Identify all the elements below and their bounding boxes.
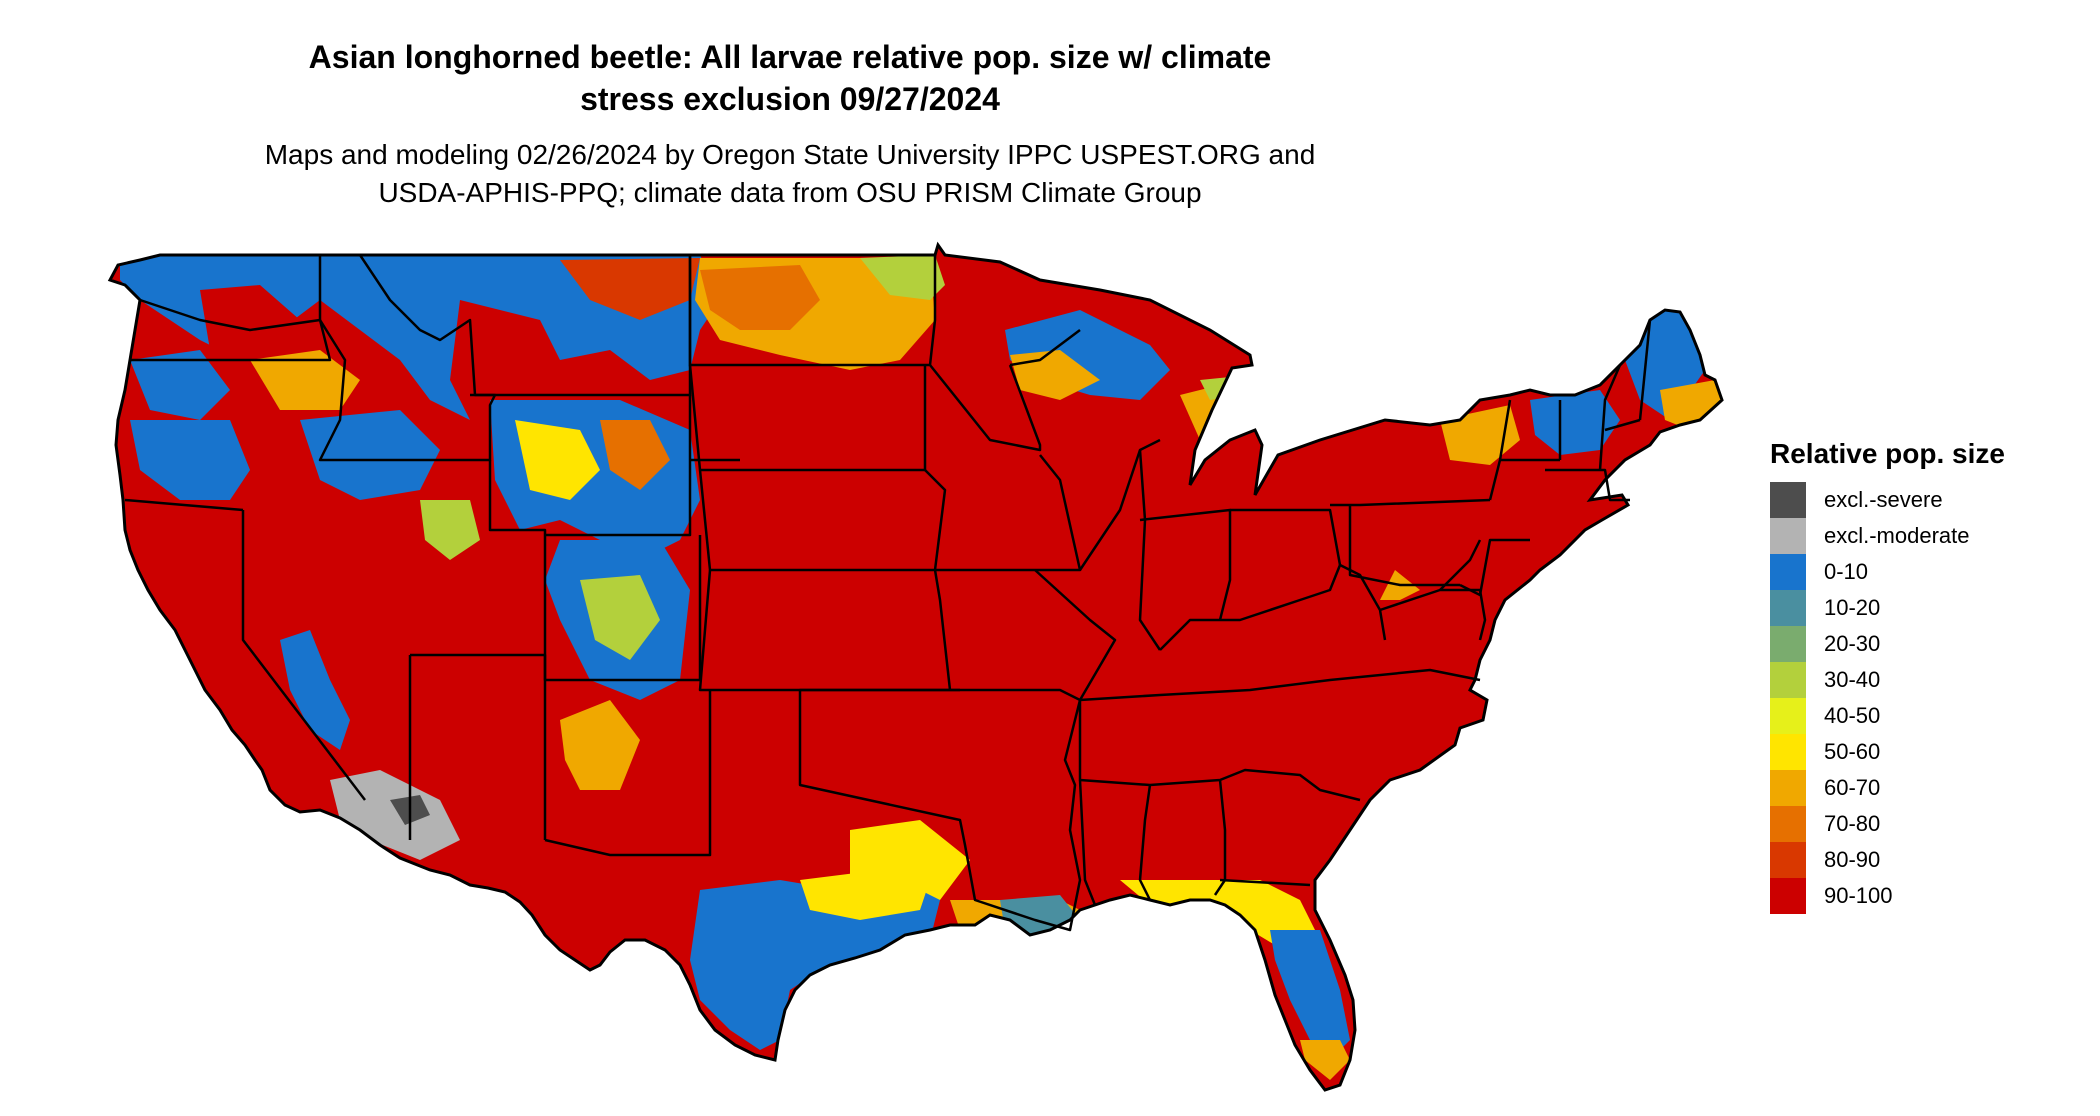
legend-swatch	[1770, 518, 1806, 554]
legend-item-40-50: 40-50	[1770, 698, 2070, 734]
legend-label: excl.-moderate	[1824, 523, 1970, 548]
legend-swatch	[1770, 662, 1806, 698]
legend-title: Relative pop. size	[1770, 438, 2005, 469]
map-subtitle: Maps and modeling 02/26/2024 by Oregon S…	[230, 136, 1350, 212]
map-title-line-2: stress exclusion 09/27/2024	[580, 81, 1000, 117]
legend-swatch	[1770, 878, 1806, 914]
legend-swatch	[1770, 698, 1806, 734]
legend-swatch	[1770, 590, 1806, 626]
legend-label: 30-40	[1824, 667, 1881, 692]
legend-swatch	[1770, 842, 1806, 878]
legend-item-30-40: 30-40	[1770, 662, 2070, 698]
state-boundaries	[124, 253, 1652, 932]
legend-item-10-20: 10-20	[1770, 590, 2070, 626]
legend-item-excl-moderate: excl.-moderate	[1770, 518, 2070, 554]
legend-label: 40-50	[1824, 703, 1881, 728]
map-title-line-1: Asian longhorned beetle: All larvae rela…	[308, 39, 1272, 75]
legend-item-50-60: 50-60	[1770, 734, 2070, 770]
legend-item-80-90: 80-90	[1770, 842, 2070, 878]
map-subtitle-line-2: USDA-APHIS-PPQ; climate data from OSU PR…	[378, 177, 1202, 208]
legend-label: 90-100	[1824, 883, 1893, 908]
legend-swatch	[1770, 554, 1806, 590]
map-title: Asian longhorned beetle: All larvae rela…	[280, 36, 1300, 120]
legend-swatch	[1770, 626, 1806, 662]
legend-swatch	[1770, 482, 1806, 518]
map-subtitle-line-1: Maps and modeling 02/26/2024 by Oregon S…	[264, 139, 1316, 170]
legend-label: 0-10	[1824, 559, 1869, 584]
legend-label: 20-30	[1824, 631, 1881, 656]
legend-swatch	[1770, 734, 1806, 770]
legend-label: 10-20	[1824, 595, 1881, 620]
legend-label: 70-80	[1824, 811, 1881, 836]
legend-item-20-30: 20-30	[1770, 626, 2070, 662]
legend: Relative pop. size excl.-severe excl.-mo…	[1770, 436, 2070, 914]
legend-items: excl.-severe excl.-moderate 0-10 10-20 2…	[1770, 482, 2070, 914]
legend-item-60-70: 60-70	[1770, 770, 2070, 806]
legend-label: 80-90	[1824, 847, 1881, 872]
legend-swatch	[1770, 806, 1806, 842]
legend-label: excl.-severe	[1824, 487, 1943, 512]
legend-item-0-10: 0-10	[1770, 554, 2070, 590]
legend-item-70-80: 70-80	[1770, 806, 2070, 842]
legend-item-excl-severe: excl.-severe	[1770, 482, 2070, 518]
legend-label: 50-60	[1824, 739, 1881, 764]
legend-swatch	[1770, 770, 1806, 806]
legend-item-90-100: 90-100	[1770, 878, 2070, 914]
legend-label: 60-70	[1824, 775, 1881, 800]
